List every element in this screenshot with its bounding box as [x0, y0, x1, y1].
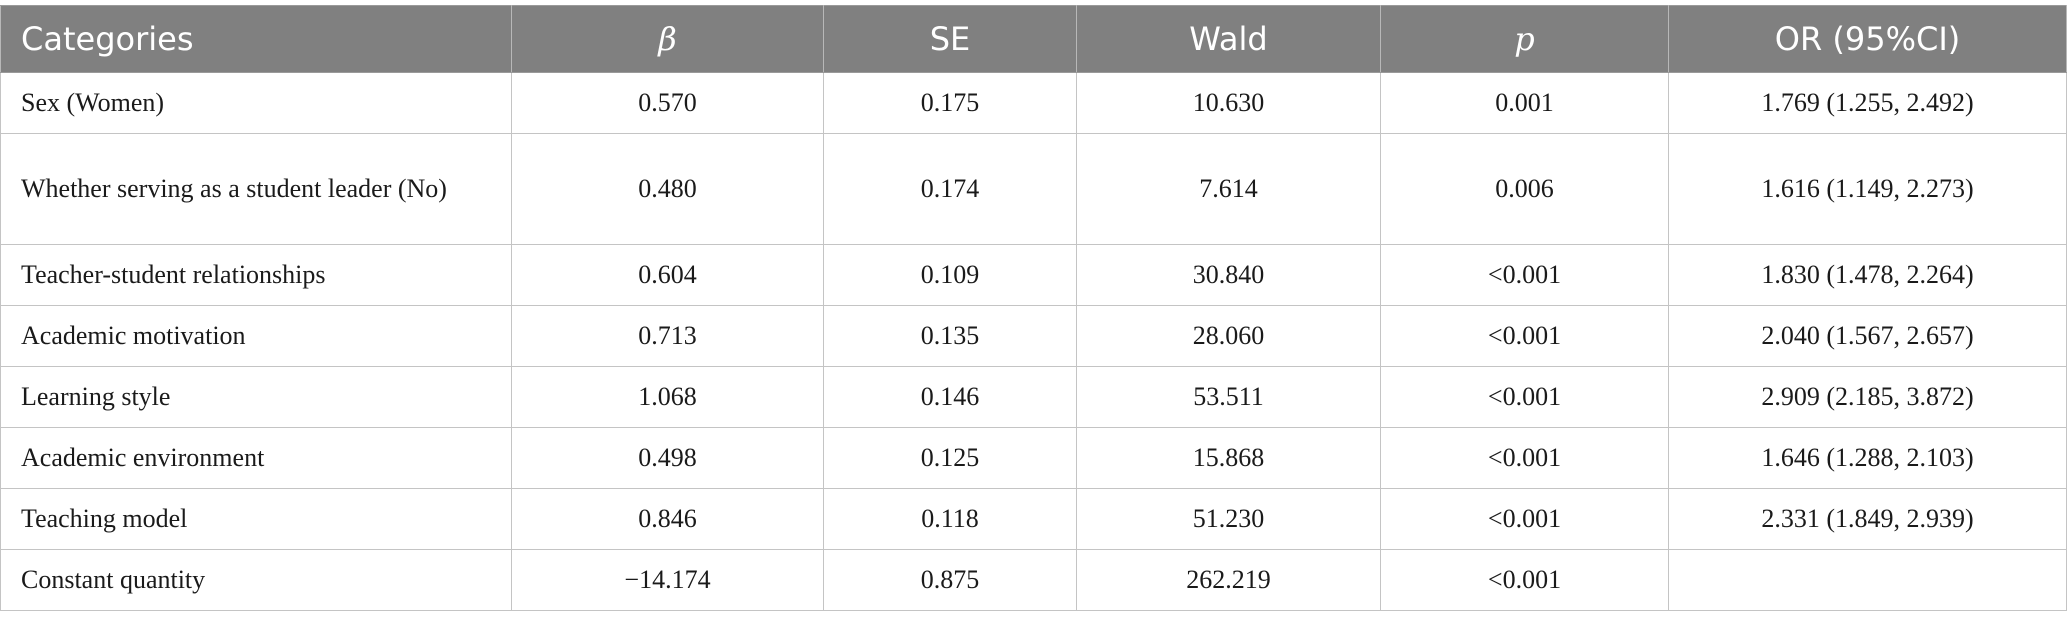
cell-wald: 51.230	[1076, 488, 1381, 550]
cell-or: 2.331 (1.849, 2.939)	[1668, 488, 2067, 550]
cell-se: 0.135	[823, 305, 1077, 367]
cell-wald: 262.219	[1076, 549, 1381, 611]
cell-beta: −14.174	[511, 549, 824, 611]
cell-or: 2.909 (2.185, 3.872)	[1668, 366, 2067, 428]
cell-or: 1.646 (1.288, 2.103)	[1668, 427, 2067, 489]
header-or: OR (95%CI)	[1668, 5, 2067, 73]
regression-results-table: Categories β SE Wald p OR (95%CI) Sex (W…	[0, 5, 2067, 611]
cell-wald: 7.614	[1076, 133, 1381, 245]
table-row: Constant quantity −14.174 0.875 262.219 …	[0, 549, 2067, 611]
cell-p: 0.001	[1380, 72, 1669, 134]
cell-se: 0.125	[823, 427, 1077, 489]
table-row: Teaching model 0.846 0.118 51.230 <0.001…	[0, 488, 2067, 550]
cell-p: <0.001	[1380, 488, 1669, 550]
cell-category: Constant quantity	[0, 549, 512, 611]
cell-or: 1.830 (1.478, 2.264)	[1668, 244, 2067, 306]
cell-wald: 30.840	[1076, 244, 1381, 306]
cell-beta: 0.570	[511, 72, 824, 134]
cell-category: Teaching model	[0, 488, 512, 550]
cell-category: Teacher-student relationships	[0, 244, 512, 306]
header-p: p	[1380, 5, 1669, 73]
table-row: Teacher-student relationships 0.604 0.10…	[0, 244, 2067, 306]
table-row: Learning style 1.068 0.146 53.511 <0.001…	[0, 366, 2067, 428]
table-row: Sex (Women) 0.570 0.175 10.630 0.001 1.7…	[0, 72, 2067, 134]
header-se: SE	[823, 5, 1077, 73]
table-row: Whether serving as a student leader (No)…	[0, 133, 2067, 245]
cell-category: Whether serving as a student leader (No)	[0, 133, 512, 245]
cell-wald: 15.868	[1076, 427, 1381, 489]
cell-beta: 0.498	[511, 427, 824, 489]
cell-or	[1668, 549, 2067, 611]
cell-category: Academic environment	[0, 427, 512, 489]
cell-se: 0.146	[823, 366, 1077, 428]
cell-or: 2.040 (1.567, 2.657)	[1668, 305, 2067, 367]
table-row: Academic environment 0.498 0.125 15.868 …	[0, 427, 2067, 489]
cell-wald: 53.511	[1076, 366, 1381, 428]
cell-p: <0.001	[1380, 305, 1669, 367]
cell-or: 1.616 (1.149, 2.273)	[1668, 133, 2067, 245]
cell-se: 0.109	[823, 244, 1077, 306]
cell-se: 0.175	[823, 72, 1077, 134]
header-beta: β	[511, 5, 824, 73]
cell-beta: 0.604	[511, 244, 824, 306]
cell-wald: 10.630	[1076, 72, 1381, 134]
cell-p: 0.006	[1380, 133, 1669, 245]
table-header-row: Categories β SE Wald p OR (95%CI)	[0, 5, 2067, 73]
cell-p: <0.001	[1380, 244, 1669, 306]
cell-category: Learning style	[0, 366, 512, 428]
header-wald: Wald	[1076, 5, 1381, 73]
cell-beta: 1.068	[511, 366, 824, 428]
cell-se: 0.118	[823, 488, 1077, 550]
cell-beta: 0.713	[511, 305, 824, 367]
header-categories: Categories	[0, 5, 512, 73]
cell-se: 0.174	[823, 133, 1077, 245]
table-row: Academic motivation 0.713 0.135 28.060 <…	[0, 305, 2067, 367]
cell-p: <0.001	[1380, 427, 1669, 489]
cell-se: 0.875	[823, 549, 1077, 611]
cell-category: Sex (Women)	[0, 72, 512, 134]
cell-beta: 0.480	[511, 133, 824, 245]
cell-or: 1.769 (1.255, 2.492)	[1668, 72, 2067, 134]
cell-beta: 0.846	[511, 488, 824, 550]
cell-p: <0.001	[1380, 366, 1669, 428]
cell-category: Academic motivation	[0, 305, 512, 367]
cell-p: <0.001	[1380, 549, 1669, 611]
cell-wald: 28.060	[1076, 305, 1381, 367]
